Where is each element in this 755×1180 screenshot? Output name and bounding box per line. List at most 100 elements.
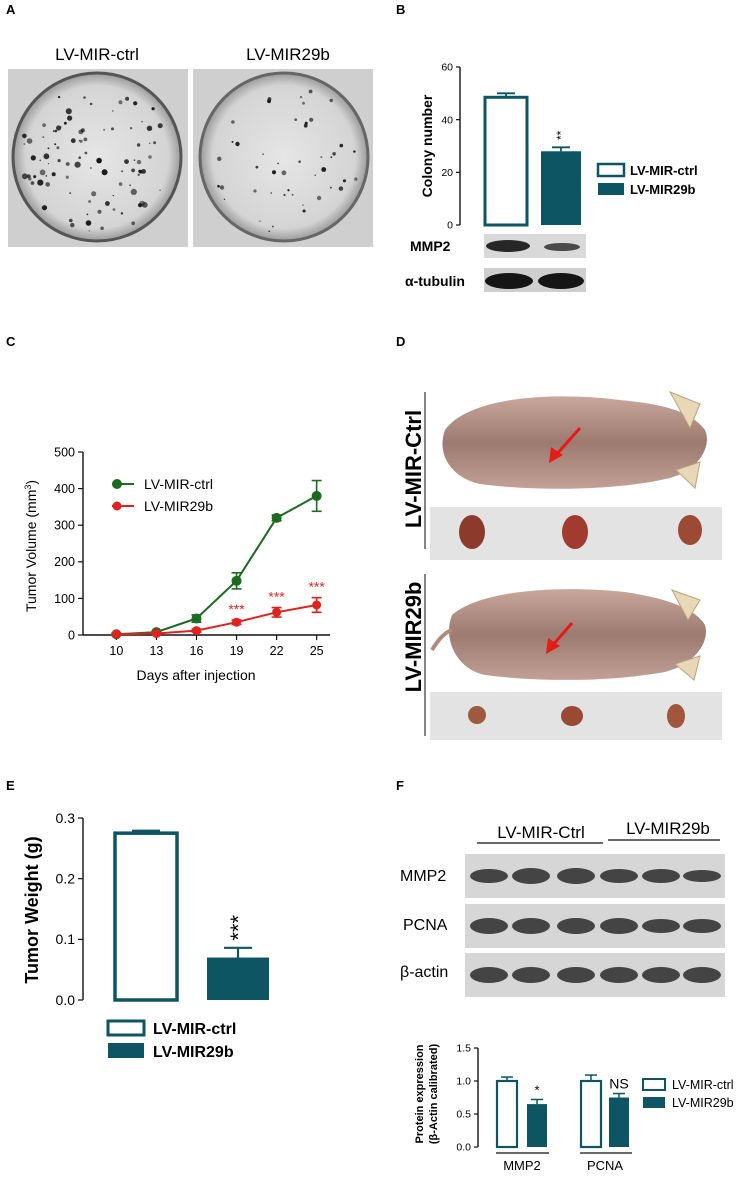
colonies-mir29b: [217, 89, 358, 233]
colony: [223, 198, 226, 201]
colony: [86, 213, 89, 216]
mouse-tail: [430, 628, 453, 652]
panel-a: LV-MIR-ctrl LV-MIR29b: [8, 45, 373, 247]
colony: [88, 200, 91, 203]
panel-f: LV-MIR-Ctrl LV-MIR29b MMP2 PCNA β-actin …: [400, 819, 734, 1173]
colony: [262, 153, 264, 156]
x-tick-label: 19: [230, 644, 244, 658]
blot-band: [642, 967, 680, 983]
colony: [26, 138, 33, 144]
y-tick-label: 300: [54, 519, 75, 533]
colony: [146, 125, 153, 131]
colony: [47, 147, 50, 150]
colony: [41, 205, 48, 211]
mouse-body: [448, 589, 706, 680]
colony: [54, 129, 58, 133]
y-tick-label: 0: [447, 220, 453, 232]
colony: [23, 143, 26, 145]
panel-letter-f: F: [396, 778, 404, 793]
colony: [101, 169, 108, 176]
colony: [302, 101, 305, 105]
legend-marker: [112, 479, 122, 489]
colony: [78, 139, 81, 142]
y-tick-label: 0.0: [456, 1142, 471, 1154]
blot-label-pcna: PCNA: [403, 917, 448, 934]
colony: [125, 96, 130, 101]
colony: [112, 194, 115, 197]
colony: [130, 188, 137, 195]
panel-letter-b: B: [396, 2, 405, 17]
blot-band: [600, 967, 638, 983]
y-tick-label: 0.1: [56, 931, 76, 947]
colony: [157, 123, 163, 129]
y-tick-label: 0.5: [456, 1109, 471, 1121]
colony: [291, 193, 294, 196]
colony: [67, 115, 73, 121]
colony: [281, 170, 287, 176]
colony: [30, 155, 36, 161]
colony: [231, 120, 235, 124]
legend-label: LV-MIR29b: [672, 1096, 734, 1110]
data-point: [191, 613, 202, 624]
blot-band: [600, 918, 638, 934]
bar: [495, 1079, 519, 1149]
y-axis-label: Colony number: [419, 94, 435, 197]
colony: [96, 157, 102, 164]
legend-swatch: [108, 1043, 144, 1058]
y-tick-label: 100: [54, 592, 75, 606]
data-point: [272, 607, 282, 617]
colony: [304, 121, 308, 125]
panel-d: LV-MIR-Ctrl LV-MIR29b: [401, 378, 722, 740]
data-point: [191, 626, 201, 636]
colony: [148, 155, 152, 159]
colony: [277, 162, 279, 165]
x-axis-label: Days after injection: [136, 667, 255, 683]
blot-bands-f: [470, 868, 721, 983]
mouse-ear: [675, 461, 701, 489]
colony: [129, 127, 133, 130]
tumor: [562, 515, 588, 549]
colony: [56, 146, 60, 150]
colony: [64, 121, 67, 125]
colony: [78, 129, 84, 135]
mouse-ear: [670, 589, 701, 622]
colony: [83, 137, 88, 142]
colony: [112, 208, 116, 211]
colony: [43, 153, 50, 160]
blot-band: [683, 967, 721, 983]
bar: [541, 151, 581, 225]
colony: [342, 179, 347, 183]
data-point: [111, 629, 121, 639]
colony: [45, 175, 48, 177]
legend-swatch: [106, 1019, 146, 1037]
colony: [138, 203, 143, 208]
legend-label: LV-MIR-ctrl: [153, 1021, 236, 1038]
colony: [83, 96, 86, 99]
legend-marker: [112, 501, 122, 511]
colony: [314, 174, 316, 176]
significance-mark: NS: [609, 1076, 628, 1092]
colony: [78, 156, 81, 159]
group-label-ctrl: LV-MIR-Ctrl: [497, 823, 585, 842]
colony: [270, 192, 273, 194]
colony: [316, 195, 322, 201]
colonies-ctrl: [21, 95, 163, 232]
colony: [57, 159, 61, 163]
colony: [90, 167, 92, 169]
colony: [136, 159, 142, 165]
x-tick-label: 16: [190, 644, 204, 658]
colony: [141, 169, 147, 174]
colony: [65, 162, 70, 166]
colony: [302, 209, 306, 213]
colony: [57, 95, 61, 99]
colony: [332, 152, 336, 156]
panel-b: 0 20 40 60 Colony number ** LV-MIR-ctrl LV-MIR2…: [405, 62, 698, 292]
significance-mark: **: [554, 130, 568, 140]
legend-label: LV-MIR-ctrl: [630, 163, 698, 178]
blot-band: [683, 870, 721, 882]
legend-label: LV-MIR-ctrl: [144, 476, 213, 492]
bar: [207, 957, 269, 1000]
colony: [219, 185, 225, 190]
colony: [231, 140, 234, 143]
blot-label-tubulin-b: α-tubulin: [405, 273, 465, 289]
